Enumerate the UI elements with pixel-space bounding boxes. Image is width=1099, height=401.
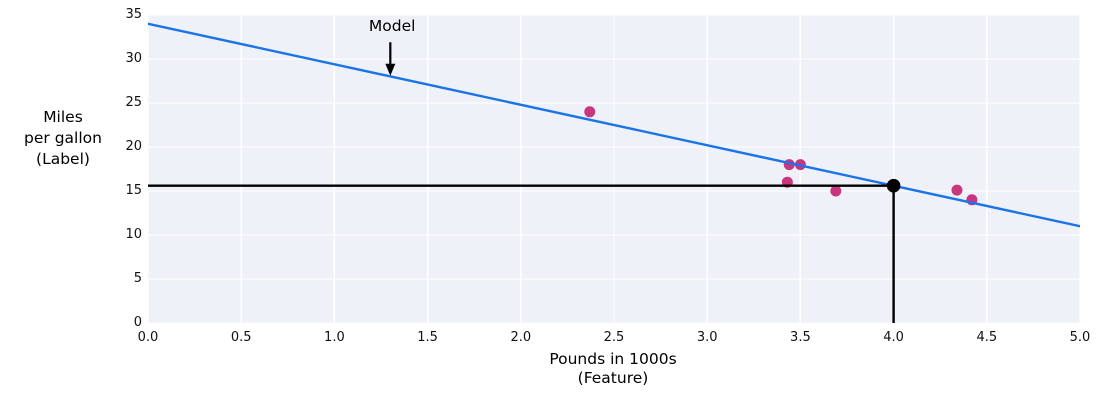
plot-area xyxy=(148,15,1080,323)
x-tick-label: 1.5 xyxy=(417,330,438,345)
y-axis-label: Miles per gallon (Label) xyxy=(0,107,126,170)
y-tick-label: 30 xyxy=(125,51,142,66)
data-point xyxy=(830,185,842,197)
x-tick-label: 3.0 xyxy=(696,330,718,345)
y-tick-label: 20 xyxy=(125,139,142,154)
y-tick-label: 0 xyxy=(133,315,142,330)
y-tick-label: 10 xyxy=(125,227,142,242)
model-line xyxy=(148,22,1080,228)
data-point xyxy=(951,184,963,196)
x-tick-label: 0.5 xyxy=(230,330,252,345)
x-tick-label: 4.0 xyxy=(883,330,904,345)
y-axis-label-line-1: Miles xyxy=(43,108,83,126)
x-tick-label: 1.0 xyxy=(324,330,345,345)
x-tick-label: 5.0 xyxy=(1069,330,1091,345)
x-tick-label: 4.5 xyxy=(976,330,998,345)
x-axis-label-line-2: (Feature) xyxy=(577,369,649,387)
model-annotation-label: Model xyxy=(368,16,416,35)
y-axis-label-line-2: per gallon xyxy=(24,129,102,147)
prediction-point xyxy=(886,178,901,193)
x-tick-label: 3.5 xyxy=(790,330,811,345)
y-axis-label-line-3: (Label) xyxy=(36,150,90,168)
y-tick-label: 25 xyxy=(125,95,142,110)
model-arrow-head xyxy=(385,63,396,76)
x-axis-label: Pounds in 1000s (Feature) xyxy=(463,350,763,388)
data-point xyxy=(584,106,596,118)
x-axis-label-line-1: Pounds in 1000s xyxy=(549,350,677,368)
x-tick-label: 2.0 xyxy=(510,330,532,345)
y-tick-label: 5 xyxy=(133,271,142,286)
x-tick-label: 0.0 xyxy=(137,330,159,345)
x-tick-label: 2.5 xyxy=(603,330,625,345)
y-tick-label: 15 xyxy=(125,183,142,198)
y-tick-label: 35 xyxy=(125,7,142,22)
